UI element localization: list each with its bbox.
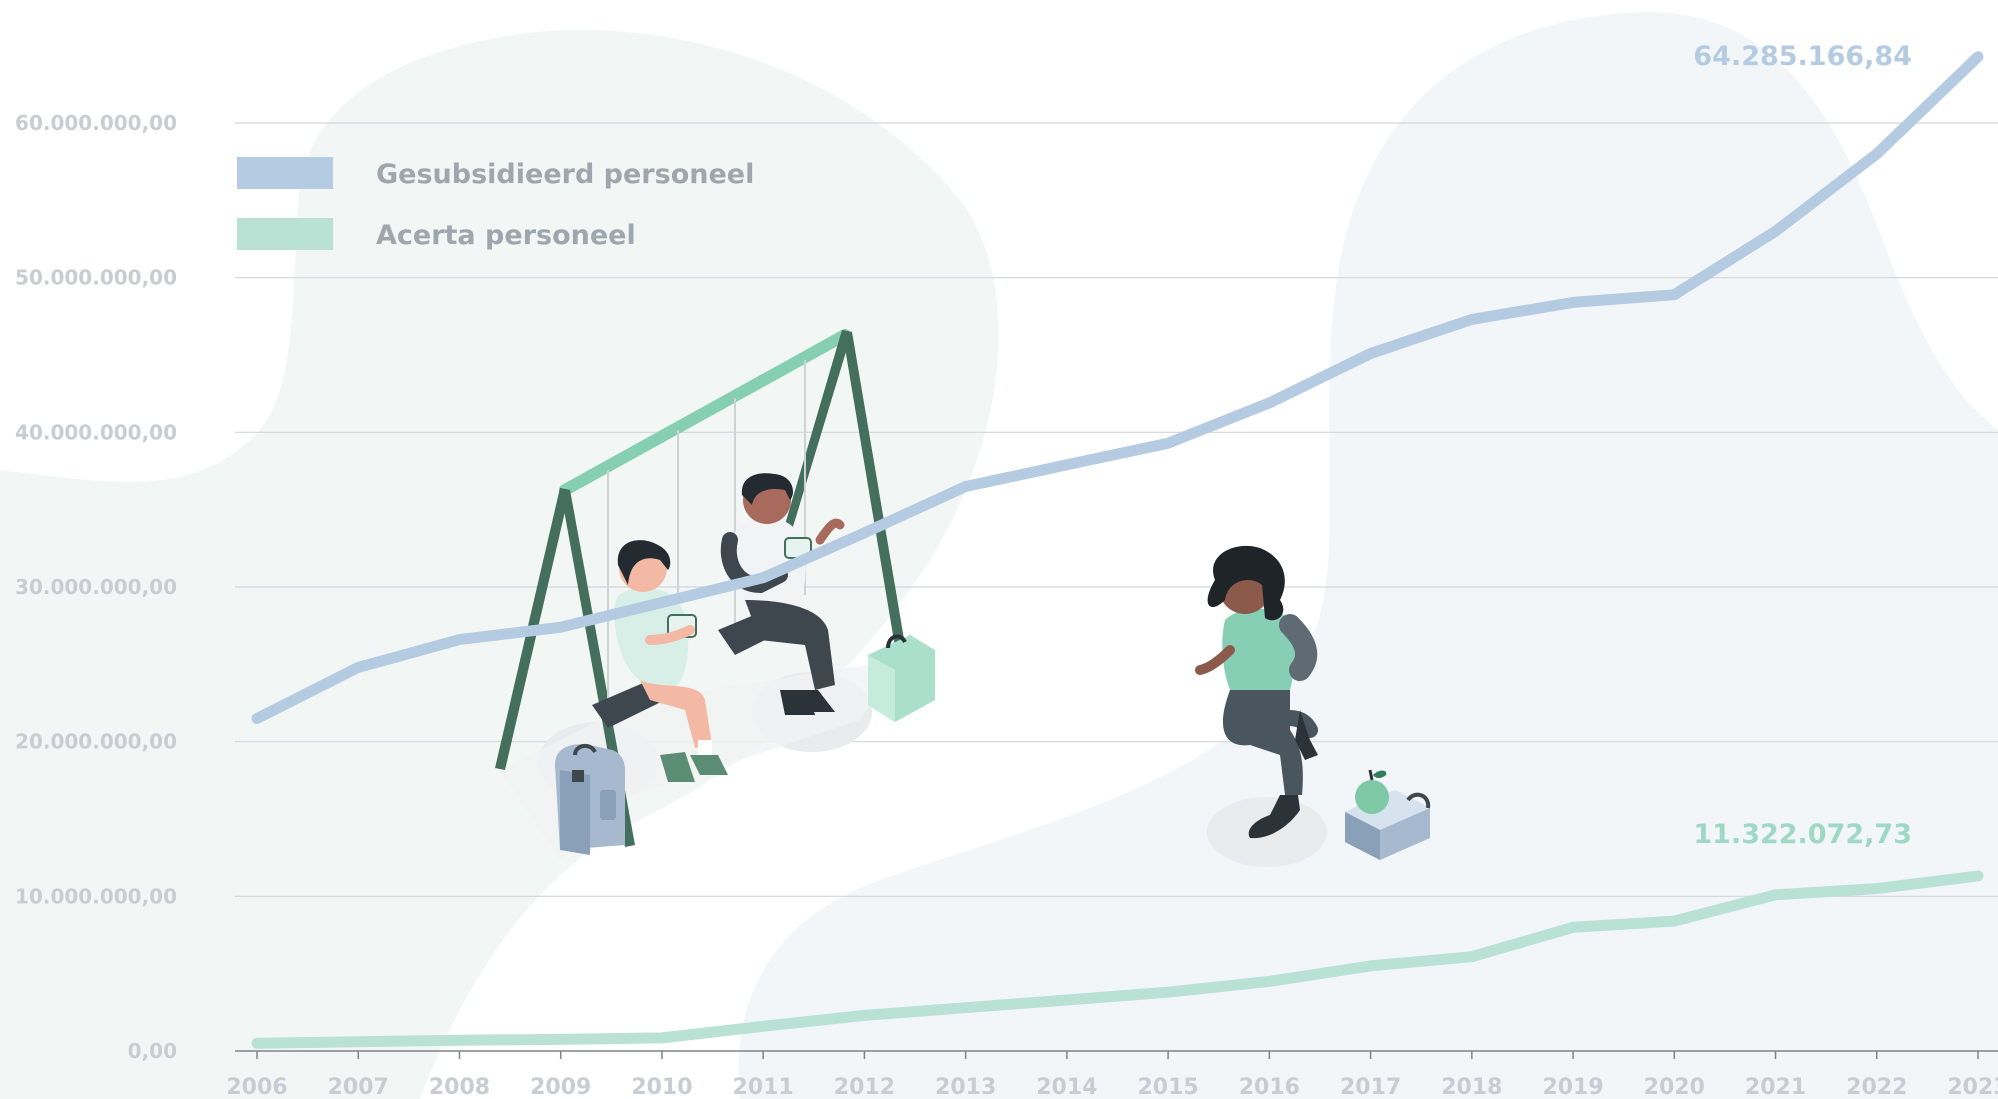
x-axis: 2006 2007 2008 2009 2010 2011 2012 2013 2014 2015… (226, 1050, 1998, 1099)
x-tick-label: 2022 (1846, 1075, 1907, 1099)
y-axis: 0,00 10.000.000,00 20.000.000,00 30.000.000… (15, 111, 177, 1063)
blue-blob-corner (1810, 1073, 1998, 1099)
legend-swatch-gesubsidieerd (237, 157, 333, 189)
x-tick-label: 2014 (1036, 1075, 1097, 1099)
running-girl-icon (1195, 545, 1318, 839)
x-tick-label: 2010 (631, 1075, 692, 1099)
x-tick-label: 2016 (1239, 1075, 1300, 1099)
series-line-acerta (251, 870, 1984, 1049)
y-tick-label: 20.000.000,00 (15, 730, 177, 754)
end-value-label-acerta: 11.322.072,73 (1693, 819, 1912, 850)
x-tick-label: 2019 (1542, 1075, 1603, 1099)
x-tick-label: 2009 (530, 1075, 591, 1099)
x-tick-label: 2007 (328, 1075, 389, 1099)
x-tick-label: 2008 (429, 1075, 490, 1099)
x-tick-label: 2020 (1644, 1075, 1705, 1099)
y-tick-label: 60.000.000,00 (15, 111, 177, 135)
y-tick-label: 0,00 (128, 1039, 177, 1063)
apple-icon (1355, 769, 1389, 814)
x-tick-label: 2017 (1340, 1075, 1401, 1099)
series-line-gesubsidieerd (251, 51, 1984, 724)
legend-swatch-acerta (237, 218, 333, 250)
y-tick-label: 30.000.000,00 (15, 575, 177, 599)
legend-label-acerta: Acerta personeel (376, 220, 636, 251)
green-blob (0, 29, 999, 1099)
legend-label-gesubsidieerd: Gesubsidieerd personeel (376, 159, 754, 190)
playground-illustration (495, 329, 1431, 867)
x-tick-label: 2023 (1947, 1075, 1998, 1099)
x-tick-label: 2012 (834, 1075, 895, 1099)
x-tick-label: 2015 (1138, 1075, 1199, 1099)
series-lines (251, 51, 1984, 1049)
end-value-label-gesubsidieerd: 64.285.166,84 (1693, 41, 1912, 72)
x-tick-label: 2013 (935, 1075, 996, 1099)
y-tick-label: 40.000.000,00 (15, 420, 177, 444)
legend: Gesubsidieerd personeel Acerta personeel (237, 157, 754, 251)
lunchbox-icon (1345, 790, 1431, 860)
x-tick-label: 2006 (226, 1075, 287, 1099)
x-tick-label: 2018 (1441, 1075, 1502, 1099)
boy-on-swing-icon (720, 473, 845, 715)
backpack-icon (555, 743, 625, 855)
suitcase-icon (868, 634, 935, 722)
y-tick-label: 10.000.000,00 (15, 884, 177, 908)
y-tick-label: 50.000.000,00 (15, 266, 177, 290)
x-tick-label: 2021 (1745, 1075, 1806, 1099)
x-tick-label: 2011 (733, 1075, 794, 1099)
